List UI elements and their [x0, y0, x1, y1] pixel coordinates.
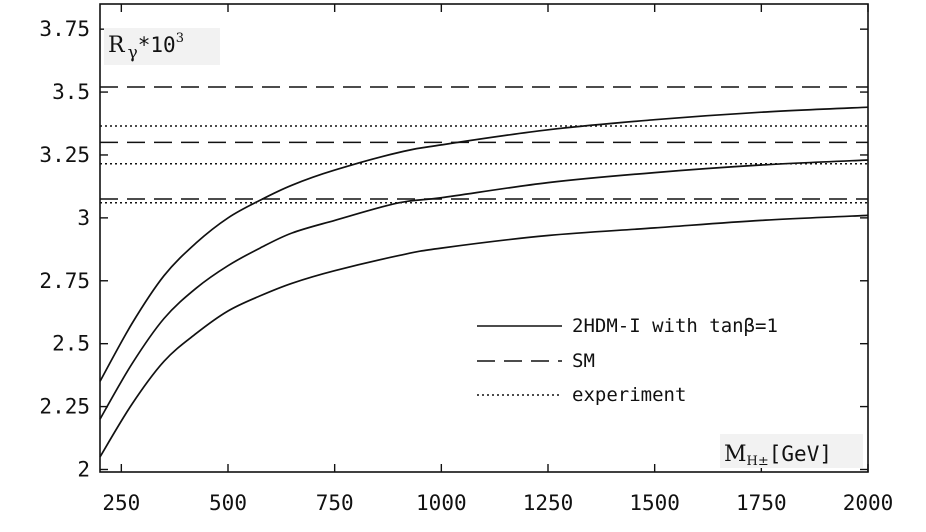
y-axis-label-bg	[104, 28, 220, 65]
y-axis-label-sub: γ	[128, 43, 138, 63]
x-tick-label: 250	[102, 491, 140, 515]
y-tick-label: 3	[77, 206, 90, 230]
axis-ticks: 250 500 750 1000 1250 1500 1750 2000 2 2.25 2.5 2.7…	[39, 4, 893, 515]
legend-item-sm: SM	[477, 350, 595, 372]
y-tick-label: 2.75	[39, 269, 90, 293]
legend-item-2hdm: 2HDM-I with tanβ=1	[477, 315, 778, 337]
legend-label-experiment: experiment	[572, 384, 686, 406]
legend-label-2hdm: 2HDM-I with tanβ=1	[572, 315, 778, 337]
2hdm-curve	[99, 159, 869, 420]
legend: 2HDM-I with tanβ=1 SM experiment	[477, 315, 778, 406]
y-tick-label: 3.25	[39, 143, 90, 167]
reference-lines	[100, 86, 868, 204]
x-tick-label: 500	[209, 491, 247, 515]
y-tick-label: 2	[77, 457, 90, 481]
x-axis-label-bg	[720, 434, 863, 468]
y-tick-label: 2.25	[39, 395, 90, 419]
y-tick-label: 3.75	[39, 17, 90, 41]
x-tick-label: 1000	[416, 491, 467, 515]
legend-label-sm: SM	[572, 350, 595, 372]
y-axis-label-base: R	[108, 33, 126, 58]
x-tick-label: 750	[316, 491, 354, 515]
plot-frame	[99, 3, 869, 473]
x-tick-label: 1250	[523, 491, 574, 515]
x-axis-label-sub: H±	[747, 454, 769, 469]
x-tick-label: 1500	[629, 491, 680, 515]
x-tick-label: 1750	[736, 491, 787, 515]
2hdm-curve	[99, 214, 869, 458]
y-tick-label: 2.5	[52, 332, 90, 356]
model-curves	[99, 106, 869, 458]
x-axis-label: MH±[GeV]	[724, 442, 832, 469]
2hdm-curve	[99, 106, 869, 382]
y-tick-label: 3.5	[52, 80, 90, 104]
legend-item-experiment: experiment	[477, 384, 686, 406]
x-tick-label: 2000	[843, 491, 894, 515]
x-axis-label-unit: [GeV]	[769, 442, 832, 466]
y-axis-label-sup: 3	[176, 31, 184, 46]
x-axis-label-base: M	[724, 442, 747, 467]
y-axis-label-mid: *10	[138, 33, 176, 57]
